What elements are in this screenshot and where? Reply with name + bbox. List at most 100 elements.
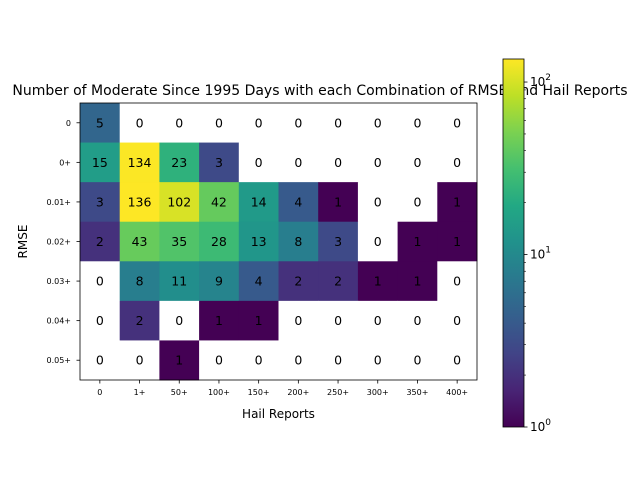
colorbar-tick-label: 102 [530, 73, 551, 89]
cell-value-label: 0 [175, 313, 183, 328]
x-tick-label: 250+ [327, 388, 349, 397]
y-tick-label: 0.04+ [46, 317, 71, 326]
cell-value-label: 3 [215, 155, 223, 170]
cell-value-label: 0 [96, 353, 104, 368]
x-tick-label: 0 [97, 388, 102, 397]
x-tick-label: 100+ [208, 388, 230, 397]
heatmap-cell [238, 103, 279, 143]
heatmap-cell [159, 182, 200, 223]
cell-value-label: 3 [334, 234, 342, 249]
heatmap-cell [238, 300, 279, 341]
cell-value-label: 0 [294, 155, 302, 170]
cell-value-label: 42 [211, 194, 227, 209]
heatmap-cell [318, 103, 359, 143]
heatmap-cell [238, 221, 279, 262]
cell-value-label: 11 [171, 274, 187, 289]
heatmap-cell [278, 221, 319, 262]
heatmap-cell [278, 340, 319, 381]
heatmap-cell [278, 261, 319, 302]
heatmap-cell [278, 300, 319, 341]
cell-value-label: 134 [128, 155, 152, 170]
cell-value-label: 0 [334, 353, 342, 368]
heatmap-cell [278, 142, 319, 183]
heatmap-cell [119, 182, 160, 223]
cell-value-label: 0 [294, 115, 302, 130]
heatmap-cell [238, 142, 279, 183]
cell-value-label: 0 [294, 313, 302, 328]
cell-value-label: 0 [374, 313, 382, 328]
heatmap-cell [318, 261, 359, 302]
heatmap-cell [80, 300, 121, 341]
heatmap-cell [357, 142, 398, 183]
heatmap-cell [238, 182, 279, 223]
cell-value-label: 1 [453, 234, 461, 249]
cell-value-label: 35 [171, 234, 187, 249]
heatmap-cell [357, 261, 398, 302]
heatmap-cell [119, 103, 160, 143]
x-axis-label: Hail Reports [242, 407, 315, 421]
x-axis-ticks: 0 1+ 50+ 100+ 150+ 200+ 250+ 300+ 350+ 400+ [97, 380, 468, 397]
heatmap-cell [80, 103, 121, 143]
heatmap-cell [397, 261, 438, 302]
x-tick-label: 50+ [171, 388, 188, 397]
cell-value-label: 14 [251, 194, 267, 209]
cell-value-label: 2 [294, 274, 302, 289]
y-tick-label: 0.01+ [46, 198, 71, 207]
cell-value-label: 0 [374, 194, 382, 209]
chart-title: Number of Moderate Since 1995 Days with … [12, 83, 627, 99]
heatmap-cell [199, 340, 240, 381]
heatmap-cell [119, 300, 160, 341]
cell-value-label: 0 [255, 115, 263, 130]
heatmap-cells [80, 103, 478, 381]
cell-value-label: 0 [96, 274, 104, 289]
heatmap-cell [397, 182, 438, 223]
heatmap-cell [437, 103, 478, 143]
heatmap-cell [119, 142, 160, 183]
y-tick-label: 0+ [59, 158, 71, 167]
heatmap-cell [80, 221, 121, 262]
heatmap-cell [357, 103, 398, 143]
cell-value-label: 8 [136, 274, 144, 289]
cell-value-label: 3 [96, 194, 104, 209]
cell-value-label: 0 [294, 353, 302, 368]
cell-value-label: 0 [175, 115, 183, 130]
cell-value-label: 23 [171, 155, 187, 170]
cell-value-label: 1 [215, 313, 223, 328]
cell-value-label: 13 [251, 234, 267, 249]
heatmap-cell [80, 261, 121, 302]
heatmap-cell [437, 142, 478, 183]
cell-value-label: 1 [374, 274, 382, 289]
cell-value-label: 0 [413, 194, 421, 209]
heatmap-cell [397, 142, 438, 183]
heatmap-cell [437, 221, 478, 262]
cell-value-label: 4 [294, 194, 302, 209]
colorbar: 100 101 102 [502, 58, 551, 434]
colorbar-ticks: 100 101 102 [524, 73, 551, 434]
cell-value-label: 0 [453, 353, 461, 368]
cell-value-label: 0 [215, 353, 223, 368]
heatmap-cell [357, 182, 398, 223]
heatmap-cell [318, 300, 359, 341]
colorbar-tick-label: 100 [530, 418, 551, 434]
cell-value-label: 2 [96, 234, 104, 249]
x-tick-label: 1+ [134, 388, 146, 397]
cell-value-label: 4 [255, 274, 263, 289]
heatmap-cell [318, 340, 359, 381]
cell-value-label: 2 [136, 313, 144, 328]
cell-value-label: 136 [128, 194, 152, 209]
heatmap-cell [318, 221, 359, 262]
heatmap-cell [199, 261, 240, 302]
cell-value-label: 0 [453, 155, 461, 170]
cell-value-label: 8 [294, 234, 302, 249]
cell-value-label: 0 [413, 353, 421, 368]
heatmap-cell [159, 261, 200, 302]
cell-value-label: 0 [334, 115, 342, 130]
cell-value-label: 0 [96, 313, 104, 328]
cell-value-label: 0 [413, 155, 421, 170]
heatmap-cell [397, 103, 438, 143]
cell-value-label: 0 [413, 115, 421, 130]
heatmap-cell [119, 221, 160, 262]
heatmap-cell [119, 340, 160, 381]
cell-value-label: 9 [215, 274, 223, 289]
